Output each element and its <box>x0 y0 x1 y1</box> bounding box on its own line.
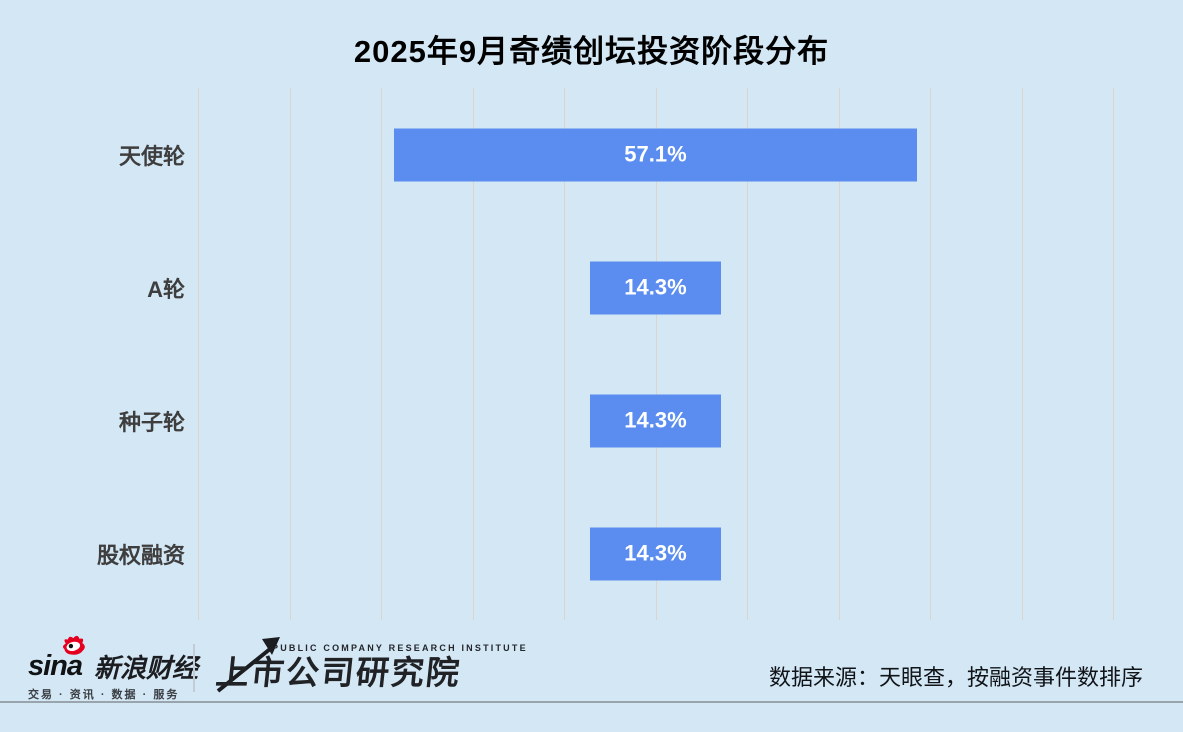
institute-subtitle: PUBLIC COMPANY RESEARCH INSTITUTE <box>272 643 528 653</box>
bar: 14.3% <box>590 394 721 447</box>
category-label: A轮 <box>147 276 185 302</box>
bar-value-label: 14.3% <box>624 407 687 433</box>
gridline <box>838 88 840 620</box>
gridline <box>472 88 474 620</box>
gridline <box>381 88 382 620</box>
gridline <box>564 88 565 620</box>
category-label: 种子轮 <box>118 409 185 435</box>
gridline <box>289 88 291 620</box>
gridline <box>1113 88 1114 620</box>
bar-value-label: 14.3% <box>624 540 687 566</box>
sina-brand-text: sina <box>28 650 83 682</box>
gridline <box>747 88 748 620</box>
chart-title: 2025年9月奇绩创坛投资阶段分布 <box>353 34 830 69</box>
chart-row: 天使轮 57.1% <box>119 88 1113 221</box>
bar: 57.1% <box>394 128 917 181</box>
bar-value-label: 14.3% <box>624 274 687 300</box>
footer-rule <box>0 701 1183 703</box>
sina-tagline: 交易 · 资讯 · 数据 · 服务 <box>28 689 180 701</box>
bar: 14.3% <box>590 527 721 580</box>
category-label: 股权融资 <box>96 542 185 568</box>
gridline <box>198 88 199 620</box>
chart-row: 种子轮 14.3% <box>119 354 1113 487</box>
logo-divider <box>193 644 195 692</box>
sina-wordmark-row: sina 新浪财经 <box>28 632 199 683</box>
chart-row: 股权融资 14.3% <box>97 487 1113 620</box>
category-label: 天使轮 <box>118 143 185 169</box>
bar: 14.3% <box>590 261 721 314</box>
institute-name: 上市公司研究院 <box>214 654 463 691</box>
sina-chinese-wordmark: 新浪财经 <box>94 653 199 683</box>
bar-value-label: 57.1% <box>624 141 687 167</box>
sina-eye-icon <box>62 635 85 655</box>
institute-logo: PUBLIC COMPANY RESEARCH INSTITUTE 上市公司研究… <box>214 637 528 693</box>
sina-logo: sina 新浪财经 交易 · 资讯 · 数据 · 服务 <box>28 632 198 702</box>
gridline <box>1021 88 1023 620</box>
footer: sina 新浪财经 交易 · 资讯 · 数据 · 服务 PUBLIC COMPA… <box>0 632 1183 702</box>
chart-row: A轮 14.3% <box>147 221 1113 354</box>
source-note: 数据来源：天眼查，按融资事件数排序 <box>768 665 1143 690</box>
plot-area: 天使轮 57.1% A轮 14.3% 种子轮 14.3% 股权融资 14.3% <box>97 88 1114 620</box>
gridline <box>930 88 931 620</box>
gridline <box>655 88 657 620</box>
